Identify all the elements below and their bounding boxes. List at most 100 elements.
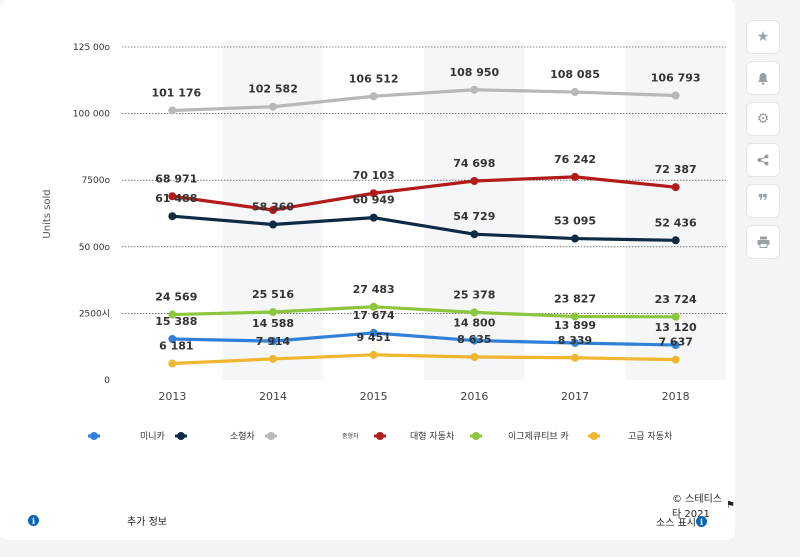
series-line (172, 175, 676, 212)
line-chart: 0 2500시 50 00o 7500o 100 000 125 00o 2013 2014… (42, 41, 726, 442)
settings-button[interactable]: ⚙ (746, 102, 780, 136)
data-point[interactable] (470, 336, 479, 345)
data-label: 27 483 (353, 283, 395, 296)
data-label: 53 095 (554, 215, 596, 228)
data-point[interactable] (470, 177, 479, 186)
data-point[interactable] (470, 230, 479, 239)
data-point[interactable] (269, 102, 277, 111)
y-axis-label: Units sold (42, 189, 53, 238)
info-icon: i (28, 515, 39, 526)
show-source-link[interactable]: 소스 표시 i (656, 514, 707, 529)
data-label: 72 387 (655, 163, 697, 176)
data-point[interactable] (369, 189, 378, 198)
more-info-link[interactable]: i 추가 정보 (28, 513, 167, 528)
data-point[interactable] (269, 220, 277, 229)
y-tick-label: 7500o (82, 176, 111, 186)
quote-icon: ❞ (757, 190, 769, 212)
x-tick-label: 2018 (662, 390, 690, 403)
data-point[interactable] (369, 302, 378, 311)
legend-label: 중형차 (342, 432, 359, 440)
data-point[interactable] (470, 308, 479, 317)
data-label: 13 899 (554, 319, 596, 332)
data-point[interactable] (369, 328, 378, 337)
data-point[interactable] (470, 85, 479, 94)
data-label: 70 103 (353, 169, 395, 182)
x-tick-label: 2014 (259, 390, 287, 403)
data-label: 68 971 (155, 172, 197, 185)
data-label: 101 176 (151, 86, 201, 99)
legend-label: 소형차 (230, 430, 256, 442)
data-point[interactable] (369, 213, 378, 222)
y-tick-label: 125 00o (73, 43, 110, 53)
data-point[interactable] (571, 312, 579, 321)
data-label: 6 181 (159, 340, 193, 353)
data-point[interactable] (269, 337, 277, 346)
legend-marker[interactable] (376, 432, 384, 440)
data-point[interactable] (168, 106, 177, 115)
share-button[interactable] (746, 143, 780, 177)
data-label: 15 388 (155, 315, 197, 328)
notification-button[interactable] (746, 61, 780, 95)
share-icon (757, 154, 769, 166)
y-tick-label: 100 000 (73, 110, 110, 120)
data-point[interactable] (369, 92, 378, 101)
data-point[interactable] (168, 359, 177, 368)
tool-sidebar: ★ ⚙ ❞ (746, 20, 780, 266)
data-point[interactable] (671, 91, 680, 100)
legend-marker[interactable] (90, 432, 98, 440)
data-point[interactable] (269, 354, 277, 363)
data-label: 7 914 (256, 335, 291, 348)
data-label: 25 516 (252, 288, 294, 301)
legend-label: 대형 자동차 (410, 430, 455, 442)
legend-label: 미니카 (140, 431, 165, 442)
data-point[interactable] (369, 350, 378, 359)
data-point[interactable] (168, 212, 177, 221)
legend-marker[interactable] (472, 432, 480, 440)
data-label: 74 698 (453, 157, 495, 170)
gear-icon: ⚙ (756, 111, 770, 127)
data-label: 61 488 (155, 192, 197, 205)
data-point[interactable] (671, 341, 680, 350)
data-point[interactable] (470, 352, 479, 361)
series-line (172, 88, 676, 113)
data-point[interactable] (269, 206, 277, 215)
y-tick-label: 50 00o (79, 243, 111, 253)
series-line (172, 214, 676, 242)
print-button[interactable] (746, 225, 780, 259)
chart-card: 0 2500시 50 00o 7500o 100 000 125 00o 2013 2014… (0, 0, 735, 540)
cite-button[interactable]: ❞ (746, 184, 780, 218)
data-point[interactable] (571, 338, 579, 347)
data-label: 8 339 (558, 334, 592, 347)
legend-marker[interactable] (590, 432, 598, 440)
source-info-icon: i (696, 516, 707, 527)
more-info-label: 추가 정보 (127, 517, 167, 528)
data-label: 25 378 (453, 288, 495, 301)
legend-marker[interactable] (267, 432, 275, 440)
star-icon: ★ (756, 29, 770, 45)
x-tick-label: 2013 (158, 390, 186, 403)
data-point[interactable] (571, 234, 579, 243)
data-point[interactable] (671, 236, 680, 245)
data-point[interactable] (269, 308, 277, 317)
data-point[interactable] (168, 310, 177, 319)
column-band (424, 41, 525, 380)
star-button[interactable]: ★ (746, 20, 780, 54)
data-label: 14 800 (453, 317, 495, 330)
data-point[interactable] (671, 183, 680, 192)
data-label: 102 582 (248, 83, 298, 96)
data-point[interactable] (571, 172, 579, 181)
data-label: 106 512 (349, 72, 399, 85)
data-point[interactable] (671, 312, 680, 321)
data-point[interactable] (671, 355, 680, 364)
data-point[interactable] (571, 353, 579, 362)
data-label: 108 085 (550, 68, 600, 81)
data-label: 106 793 (651, 72, 701, 85)
legend-marker[interactable] (177, 432, 185, 440)
data-point[interactable] (571, 88, 579, 97)
data-label: 9 451 (356, 331, 390, 344)
data-point[interactable] (168, 192, 177, 201)
bell-icon (758, 72, 768, 85)
data-point[interactable] (168, 335, 177, 344)
series-line (172, 331, 676, 347)
series-line (172, 353, 676, 366)
